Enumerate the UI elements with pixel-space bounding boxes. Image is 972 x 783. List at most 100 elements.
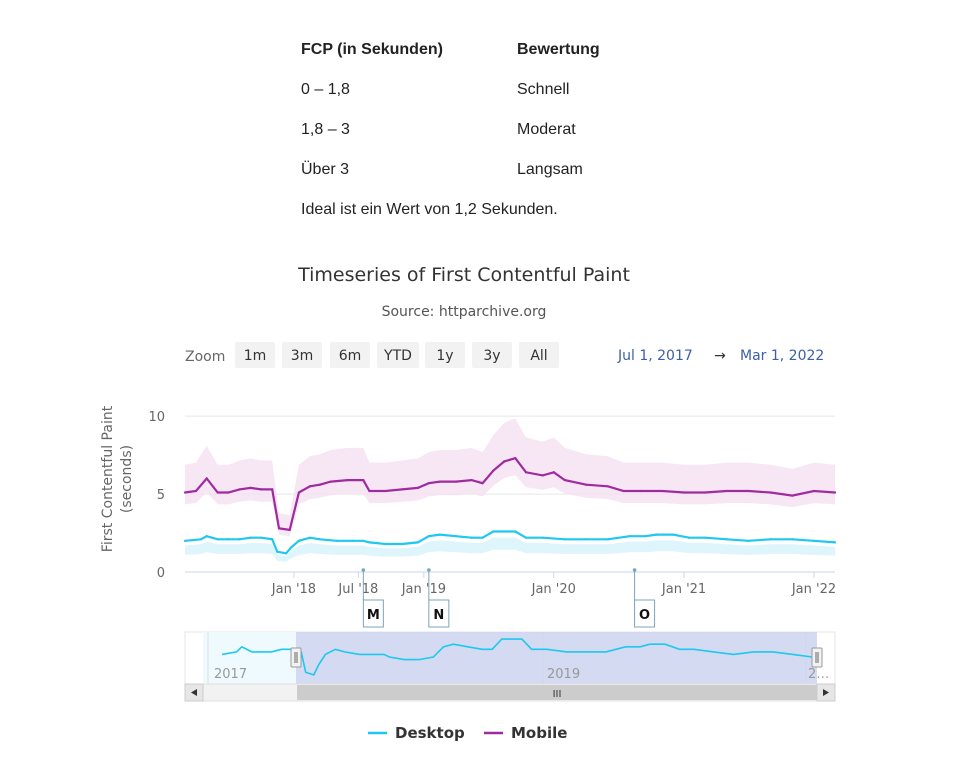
data-point-mobile bbox=[541, 474, 544, 477]
data-point-mobile bbox=[416, 486, 419, 489]
data-point-mobile bbox=[438, 480, 441, 483]
data-point-desktop bbox=[290, 545, 293, 549]
zoom-button-bg[interactable] bbox=[519, 342, 559, 368]
data-point-mobile bbox=[346, 478, 349, 482]
flag-label: M bbox=[367, 608, 380, 623]
zoom-button-all[interactable]: All bbox=[519, 342, 559, 368]
fcp-table-row: 1,8 – 3 Moderat bbox=[301, 110, 681, 150]
data-point-desktop bbox=[492, 530, 495, 533]
fcp-range-cell: 1,8 – 3 bbox=[301, 121, 350, 138]
y-axis-title-line1: First Contentful Paint bbox=[100, 405, 116, 552]
data-point-desktop bbox=[335, 539, 338, 542]
data-point-desktop bbox=[297, 539, 301, 542]
flag-m[interactable]: M bbox=[361, 568, 384, 628]
navigator-right-handle[interactable] bbox=[811, 647, 823, 668]
legend-mobile-label: Mobile bbox=[511, 724, 567, 742]
data-point-mobile bbox=[585, 483, 588, 486]
navigator-selected-range[interactable] bbox=[296, 632, 817, 684]
flag-label: O bbox=[639, 608, 650, 623]
data-point-desktop bbox=[563, 538, 566, 541]
series-lines bbox=[183, 456, 837, 555]
arrow-left-icon bbox=[191, 689, 197, 696]
fcp-header-col2: Bewertung bbox=[517, 41, 600, 58]
data-point-desktop bbox=[454, 535, 457, 538]
data-point-mobile bbox=[812, 489, 816, 493]
flag-box[interactable] bbox=[362, 599, 384, 628]
data-point-desktop bbox=[362, 539, 365, 542]
data-point-desktop bbox=[284, 552, 288, 555]
data-point-desktop bbox=[260, 536, 263, 539]
zoom-button-bg[interactable] bbox=[282, 342, 322, 368]
range-from-date[interactable]: Jul 1, 2017 bbox=[617, 348, 693, 364]
zoom-button-bg[interactable] bbox=[235, 342, 275, 368]
flag-box[interactable] bbox=[428, 599, 450, 628]
zoom-button-1m[interactable]: 1m bbox=[235, 342, 275, 368]
data-point-mobile bbox=[703, 491, 707, 494]
scrollbar[interactable]: III bbox=[184, 683, 836, 702]
navigator-left-handle[interactable] bbox=[290, 647, 302, 668]
flag-box[interactable] bbox=[634, 599, 656, 628]
data-point-desktop bbox=[628, 535, 631, 538]
data-point-desktop bbox=[416, 541, 419, 544]
band-mobile bbox=[185, 418, 835, 537]
range-to-date[interactable]: Mar 1, 2022 bbox=[740, 348, 824, 364]
data-point-mobile bbox=[514, 457, 517, 460]
y-tick-label: 10 bbox=[148, 410, 165, 425]
fcp-ideal-note: Ideal ist ein Wert von 1,2 Sekunden. bbox=[301, 201, 558, 218]
zoom-label: Zoom bbox=[185, 349, 225, 365]
zoom-button-bg[interactable] bbox=[330, 342, 370, 368]
data-point-mobile bbox=[183, 491, 187, 494]
y-tick-label: 5 bbox=[157, 488, 165, 503]
legend-item-desktop[interactable]: Desktop bbox=[368, 724, 465, 742]
data-point-desktop bbox=[427, 535, 430, 538]
data-point-mobile bbox=[606, 485, 609, 488]
data-point-desktop bbox=[541, 536, 544, 539]
zoom-button-3m[interactable]: 3m bbox=[282, 342, 322, 368]
handle-body[interactable] bbox=[290, 647, 302, 668]
data-point-mobile bbox=[481, 482, 484, 485]
data-point-mobile bbox=[368, 489, 371, 493]
data-point-mobile bbox=[427, 482, 430, 485]
fcp-table-header: FCP (in Sekunden) Bewertung bbox=[301, 30, 681, 70]
y-axis-title-line2: (seconds) bbox=[119, 445, 135, 513]
fcp-table-row: 0 – 1,8 Schnell bbox=[301, 70, 681, 110]
range-arrow-icon: → bbox=[714, 348, 726, 364]
navigator[interactable]: 2017 2019 2… bbox=[184, 631, 836, 685]
data-point-desktop bbox=[216, 538, 219, 541]
flag-n[interactable]: N bbox=[427, 568, 450, 628]
fcp-rating-cell: Moderat bbox=[517, 121, 576, 138]
data-point-desktop bbox=[644, 535, 647, 538]
zoom-button-6m[interactable]: 6m bbox=[330, 342, 370, 368]
data-point-desktop bbox=[238, 538, 241, 541]
x-tick-label: Jan '19 bbox=[401, 582, 446, 597]
data-point-mobile bbox=[318, 483, 322, 486]
x-tick-label: Jan '20 bbox=[531, 582, 576, 597]
data-point-mobile bbox=[552, 471, 555, 474]
legend-item-mobile[interactable]: Mobile bbox=[484, 724, 567, 742]
zoom-button-label: 1y bbox=[436, 348, 453, 364]
zoom-button-bg[interactable] bbox=[472, 342, 512, 368]
zoom-button-1y[interactable]: 1y bbox=[425, 342, 465, 368]
fcp-rating-cell: Schnell bbox=[517, 81, 570, 98]
y-tick-label: 0 bbox=[157, 566, 165, 581]
scrollbar-thumb[interactable] bbox=[297, 685, 817, 700]
zoom-button-bg[interactable] bbox=[425, 342, 465, 368]
zoom-button-label: YTD bbox=[383, 348, 412, 364]
flag-o[interactable]: O bbox=[632, 568, 656, 628]
zoom-button-3y[interactable]: 3y bbox=[472, 342, 512, 368]
data-point-mobile bbox=[661, 489, 664, 493]
data-point-mobile bbox=[725, 489, 728, 493]
data-point-mobile bbox=[249, 486, 252, 489]
data-point-desktop bbox=[271, 538, 274, 541]
series-line-desktop[interactable] bbox=[184, 530, 836, 555]
zoom-button-ytd[interactable]: YTD bbox=[377, 342, 419, 368]
zoom-button-bg[interactable] bbox=[377, 342, 419, 368]
chart-subtitle: Source: httparchive.org bbox=[382, 304, 547, 320]
data-point-desktop bbox=[368, 541, 371, 544]
data-point-mobile bbox=[260, 488, 263, 491]
navigator-label: 2017 bbox=[214, 667, 247, 682]
data-point-mobile bbox=[216, 491, 219, 494]
data-point-desktop bbox=[585, 538, 588, 541]
handle-body[interactable] bbox=[811, 647, 823, 668]
data-point-desktop bbox=[384, 542, 387, 546]
